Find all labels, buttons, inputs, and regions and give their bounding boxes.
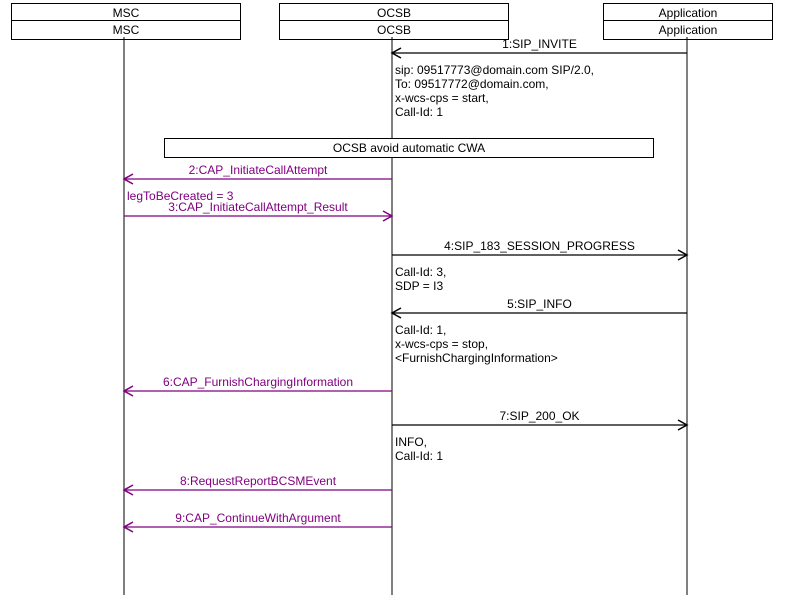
- message-label: 4:SIP_183_SESSION_PROGRESS: [392, 239, 687, 253]
- message-label: 1:SIP_INVITE: [392, 37, 687, 51]
- message-body: Call-Id: 3, SDP = I3: [395, 265, 446, 293]
- note-cwa-text: OCSB avoid automatic CWA: [333, 141, 485, 155]
- message-body: Call-Id: 1, x-wcs-cps = stop, <FurnishCh…: [395, 323, 558, 365]
- message-body: INFO, Call-Id: 1: [395, 435, 443, 463]
- message-label: 8:RequestReportBCSMEvent: [124, 474, 392, 488]
- message-label: 6:CAP_FurnishChargingInformation: [124, 375, 392, 389]
- message-body: sip: 09517773@domain.com SIP/2.0, To: 09…: [395, 63, 594, 119]
- message-label: 9:CAP_ContinueWithArgument: [124, 511, 392, 525]
- message-label: 2:CAP_InitiateCallAttempt: [124, 163, 392, 177]
- note-cwa: OCSB avoid automatic CWA: [164, 138, 654, 158]
- message-label: 7:SIP_200_OK: [392, 409, 687, 423]
- message-label: 3:CAP_InitiateCallAttempt_Result: [124, 200, 392, 214]
- message-label: 5:SIP_INFO: [392, 297, 687, 311]
